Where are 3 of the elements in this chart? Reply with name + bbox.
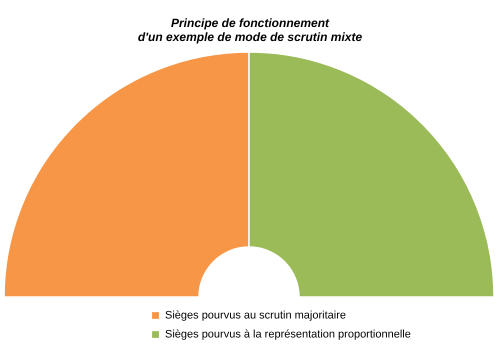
legend-label: Sièges pourvus à la représentation proportionnelle xyxy=(165,328,411,340)
legend-label: Sièges pourvus au scrutin majoritaire xyxy=(165,310,346,322)
chart-title: Principe de fonctionnement d'un exemple de mode de scrutin mixte xyxy=(138,16,362,44)
